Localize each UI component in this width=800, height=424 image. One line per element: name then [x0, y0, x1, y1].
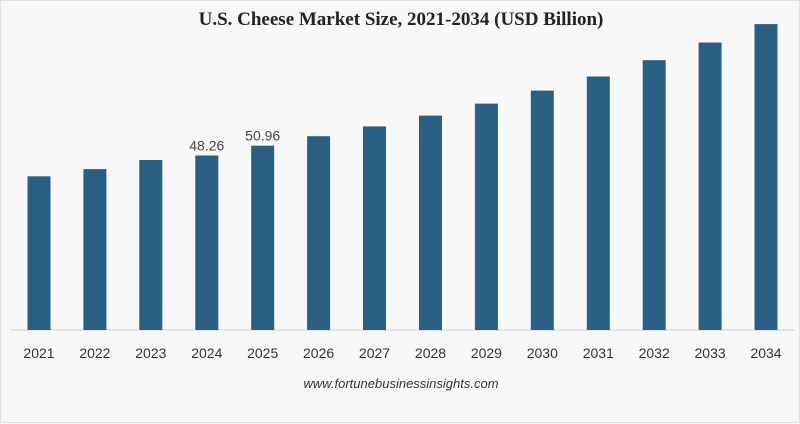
x-tick-label-2028: 2028	[415, 345, 446, 361]
bar-2033	[698, 42, 722, 330]
bar-2025	[251, 145, 275, 330]
x-tick-label-2022: 2022	[79, 345, 110, 361]
x-tick-label-2030: 2030	[527, 345, 558, 361]
x-tick-label-2025: 2025	[247, 345, 278, 361]
data-label-2025: 50.96	[245, 128, 280, 144]
bar-2031	[586, 76, 610, 330]
x-tick-label-2024: 2024	[191, 345, 222, 361]
x-tick-label-2029: 2029	[471, 345, 502, 361]
bar-2021	[27, 176, 51, 330]
bar-2030	[530, 90, 554, 330]
chart-title: U.S. Cheese Market Size, 2021-2034 (USD …	[198, 9, 604, 30]
x-tick-label-2034: 2034	[750, 345, 781, 361]
x-tick-label-2023: 2023	[135, 345, 166, 361]
source-url: www.fortunebusinessinsights.com	[303, 376, 499, 391]
bar-2024	[195, 155, 219, 330]
bar-2028	[419, 115, 442, 330]
x-tick-label-2021: 2021	[23, 345, 54, 361]
bar-2029	[474, 103, 498, 330]
x-tick-label-2033: 2033	[695, 345, 726, 361]
bar-2023	[139, 160, 163, 330]
bar-2034	[754, 24, 778, 330]
bar-2027	[363, 126, 386, 331]
data-label-2024: 48.26	[189, 138, 224, 154]
bar-2032	[642, 60, 666, 330]
bar-2022	[83, 169, 107, 330]
x-tick-label-2026: 2026	[303, 345, 334, 361]
x-tick-label-2032: 2032	[639, 345, 670, 361]
bar-2026	[307, 136, 331, 330]
x-tick-label-2027: 2027	[359, 345, 390, 361]
x-tick-label-2031: 2031	[583, 345, 614, 361]
